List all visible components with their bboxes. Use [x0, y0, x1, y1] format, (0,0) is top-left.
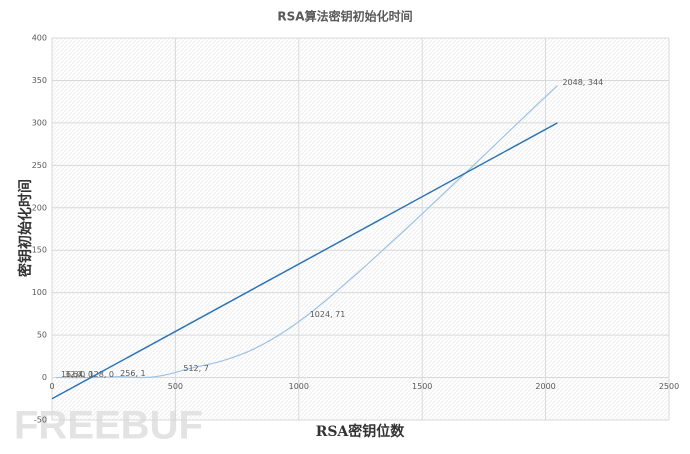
watermark: FREEBUF	[14, 404, 203, 448]
y-tick-label: 400	[32, 34, 47, 43]
x-axis-title: RSA密钥位数	[316, 423, 406, 440]
chart-title: RSA算法密钥初始化时间	[277, 9, 412, 24]
data-line	[55, 85, 558, 379]
y-tick-label: 200	[32, 203, 47, 212]
x-tick-label: 2500	[659, 382, 679, 391]
y-tick-label: 250	[32, 161, 47, 170]
trendline	[51, 122, 558, 400]
x-tick-label: 1000	[289, 382, 309, 391]
y-axis-title: 密钥初始化时间	[17, 179, 34, 278]
x-tick-label: 2000	[535, 382, 555, 391]
plot-area	[52, 38, 669, 420]
x-tick-label: 0	[49, 382, 54, 391]
y-tick-label: 150	[32, 246, 47, 255]
data-label: 1024, 71	[310, 310, 346, 319]
y-tick-label: 100	[32, 288, 47, 297]
data-label: 16, 0	[61, 370, 81, 379]
x-tick-label: 500	[168, 382, 183, 391]
data-label: 32, 0	[65, 370, 85, 379]
y-tick-label: 50	[37, 331, 47, 340]
y-tick-label: 0	[42, 373, 47, 382]
x-tick-label: 1500	[412, 382, 432, 391]
y-tick-label: 350	[32, 76, 47, 85]
data-label: 128, 0	[89, 370, 114, 379]
data-label: 256, 1	[120, 369, 145, 378]
y-tick-label: 300	[32, 118, 47, 127]
data-label: 512, 7	[183, 364, 208, 373]
data-label: 64, 0	[73, 370, 93, 379]
data-label: 2048, 344	[562, 78, 603, 87]
y-tick-label: -50	[34, 416, 47, 425]
